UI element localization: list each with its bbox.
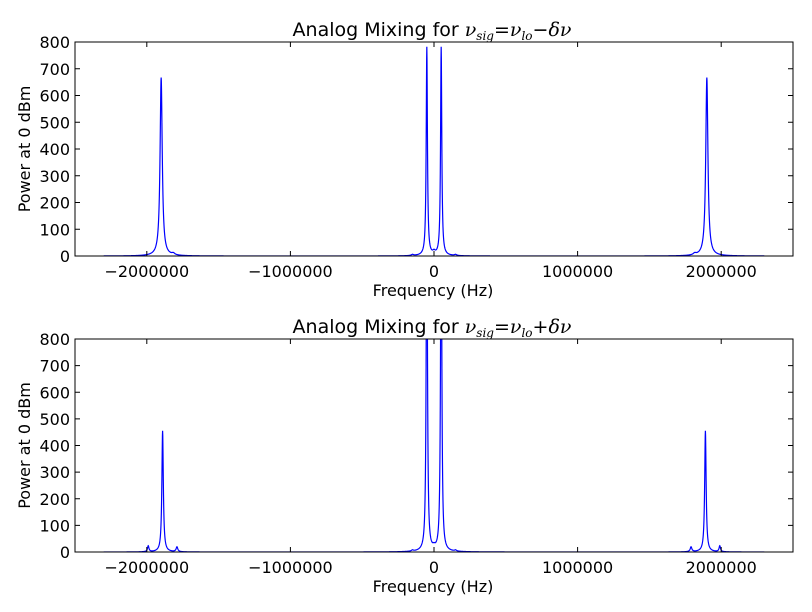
series-line	[103, 46, 765, 256]
x-tick-label: −1000000	[248, 262, 333, 281]
y-tick-label: 200	[39, 194, 70, 213]
y-tick-label: 700	[39, 60, 70, 79]
y-axis-label: Power at 0 dBm	[15, 382, 34, 509]
y-tick-label: 600	[39, 87, 70, 106]
y-tick-label: 800	[39, 33, 70, 52]
x-tick-label: 0	[429, 558, 439, 577]
title-symbol: ν	[510, 316, 522, 338]
chart-title: Analog Mixing for νsig=νlo−δν	[293, 19, 572, 43]
x-tick-label: −2000000	[104, 262, 189, 281]
x-axis-label: Frequency (Hz)	[373, 577, 494, 596]
y-tick-label: 400	[39, 437, 70, 456]
x-tick-label: 1000000	[542, 558, 613, 577]
title-subscript: sig	[476, 29, 494, 43]
title-symbol: δν	[548, 19, 571, 41]
y-tick-label: 100	[39, 516, 70, 535]
y-tick-label: 400	[39, 140, 70, 159]
y-tick-label: 700	[39, 357, 70, 376]
series-line	[103, 339, 765, 552]
axes-frame	[74, 41, 794, 257]
x-tick-label: 2000000	[686, 558, 757, 577]
x-tick-label: −1000000	[248, 558, 333, 577]
title-operator: +	[533, 316, 549, 338]
x-tick-label: −2000000	[104, 558, 189, 577]
chart-1: −2000000 −1000000 0 1000000 2000000 0 100 200 30…	[15, 19, 794, 300]
y-tick-label: 500	[39, 410, 70, 429]
x-tick-label: 1000000	[542, 262, 613, 281]
y-tick-label: 0	[60, 543, 70, 562]
x-tick-label: 2000000	[686, 262, 757, 281]
y-tick-label: 100	[39, 220, 70, 239]
chart-2: −2000000 −1000000 0 1000000 2000000 0 100 200 30…	[15, 316, 794, 596]
axes-frame	[74, 338, 794, 553]
x-axis-label: Frequency (Hz)	[373, 281, 494, 300]
title-symbol: δν	[548, 316, 571, 338]
y-tick-label: 800	[39, 330, 70, 349]
title-text: Analog Mixing for	[293, 316, 465, 338]
title-equals: =	[494, 19, 510, 41]
title-subscript: lo	[521, 326, 532, 340]
title-subscript: sig	[476, 326, 494, 340]
title-symbol: ν	[465, 19, 477, 41]
y-tick-label: 300	[39, 463, 70, 482]
chart-title: Analog Mixing for νsig=νlo+δν	[293, 316, 572, 340]
x-tick-label: 0	[429, 262, 439, 281]
y-tick-label: 300	[39, 167, 70, 186]
y-tick-label: 500	[39, 113, 70, 132]
title-equals: =	[494, 316, 510, 338]
y-tick-label: 600	[39, 383, 70, 402]
y-tick-label: 0	[60, 247, 70, 266]
title-subscript: lo	[521, 29, 532, 43]
title-symbol: ν	[510, 19, 522, 41]
title-text: Analog Mixing for	[293, 19, 465, 41]
title-operator: −	[533, 19, 549, 41]
y-axis-label: Power at 0 dBm	[15, 86, 34, 213]
y-tick-label: 200	[39, 490, 70, 509]
title-symbol: ν	[465, 316, 477, 338]
